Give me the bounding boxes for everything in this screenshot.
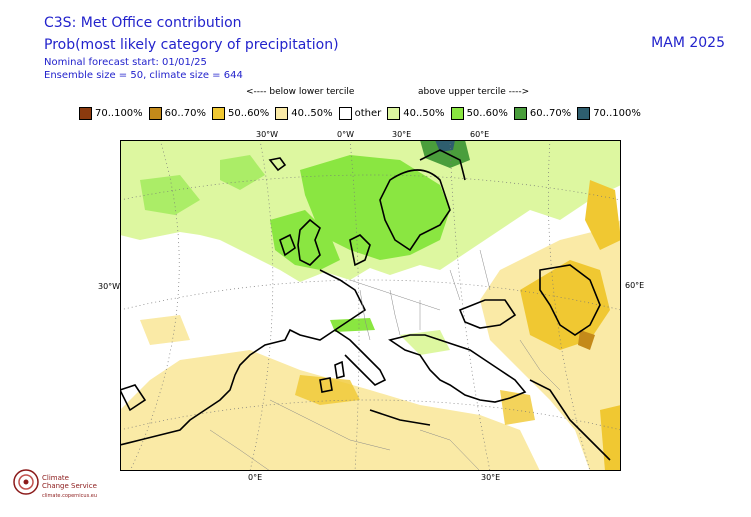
legend-item: 50..60% [450, 107, 508, 120]
legend-item: 60..70% [148, 107, 206, 120]
above-tercile-label: above upper tercile ----> [418, 87, 530, 97]
legend-swatch [275, 107, 289, 120]
legend-label: 70..100% [95, 108, 143, 119]
legend-item: 50..60% [211, 107, 270, 120]
legend-swatch [211, 107, 225, 120]
copernicus-logo [12, 466, 40, 504]
season-label: MAM 2025 [651, 35, 725, 51]
country-borders [209, 249, 561, 471]
legend-item: 70..100% [79, 107, 143, 120]
lon-label-30w: 30°W [256, 130, 279, 139]
forecast-start: Nominal forecast start: 01/01/25 [44, 57, 207, 68]
chart-title: C3S: Met Office contribution [44, 15, 242, 31]
legend-swatch [148, 107, 162, 120]
legend-label: 70..100% [593, 108, 641, 119]
lon-label-0: 0°W [337, 130, 354, 139]
legend-item: 60..70% [513, 107, 572, 120]
below-tercile-label: <---- below lower tercile [246, 87, 355, 97]
legend-label: 40..50% [403, 108, 445, 119]
lat-label-left: 30°W [98, 282, 121, 291]
legend-label: other [354, 108, 382, 119]
legend-swatch [577, 107, 591, 120]
logo-url: climate.copernicus.eu [42, 493, 98, 499]
legend-item: 70..100% [577, 107, 641, 120]
precipitation-map [120, 140, 621, 471]
legend-label: 60..70% [164, 108, 206, 119]
lon-label-30e: 30°E [392, 130, 412, 139]
logo-line-1: Climate [42, 474, 69, 482]
legend-label: 40..50% [291, 108, 333, 119]
legend-swatch [338, 107, 352, 120]
map-panel [120, 140, 621, 471]
legend-label: 60..70% [529, 108, 572, 119]
bottom-lon-label-30e: 30°E [481, 473, 501, 482]
legend-swatch [387, 107, 401, 120]
lat-label-right: 60°E [625, 281, 645, 290]
legend-swatch [450, 107, 464, 120]
legend-item: 40..50% [275, 107, 333, 120]
bottom-lon-label-0: 0°E [248, 473, 263, 482]
legend-item: other [338, 107, 382, 120]
c3s-logo-icon [13, 469, 39, 495]
legend-item: 40..50% [387, 107, 445, 120]
chart-subtitle: Prob(most likely category of precipitati… [44, 37, 339, 53]
graticule [120, 140, 621, 471]
lon-label-60e: 60°E [470, 130, 490, 139]
legend-swatch [79, 107, 92, 120]
legend-label: 50..60% [227, 108, 270, 119]
green-probability-areas [120, 140, 621, 450]
legend-swatch [513, 107, 527, 120]
ensemble-size: Ensemble size = 50, climate size = 644 [44, 70, 243, 81]
logo-line-2: Change Service [42, 482, 97, 490]
legend-label: 50..60% [466, 108, 508, 119]
legend: 70..100% 60..70% 50..60% 40..50% other 40..50… [79, 107, 647, 120]
coastlines [120, 149, 611, 461]
logo-text: Climate Change Service [42, 474, 97, 490]
